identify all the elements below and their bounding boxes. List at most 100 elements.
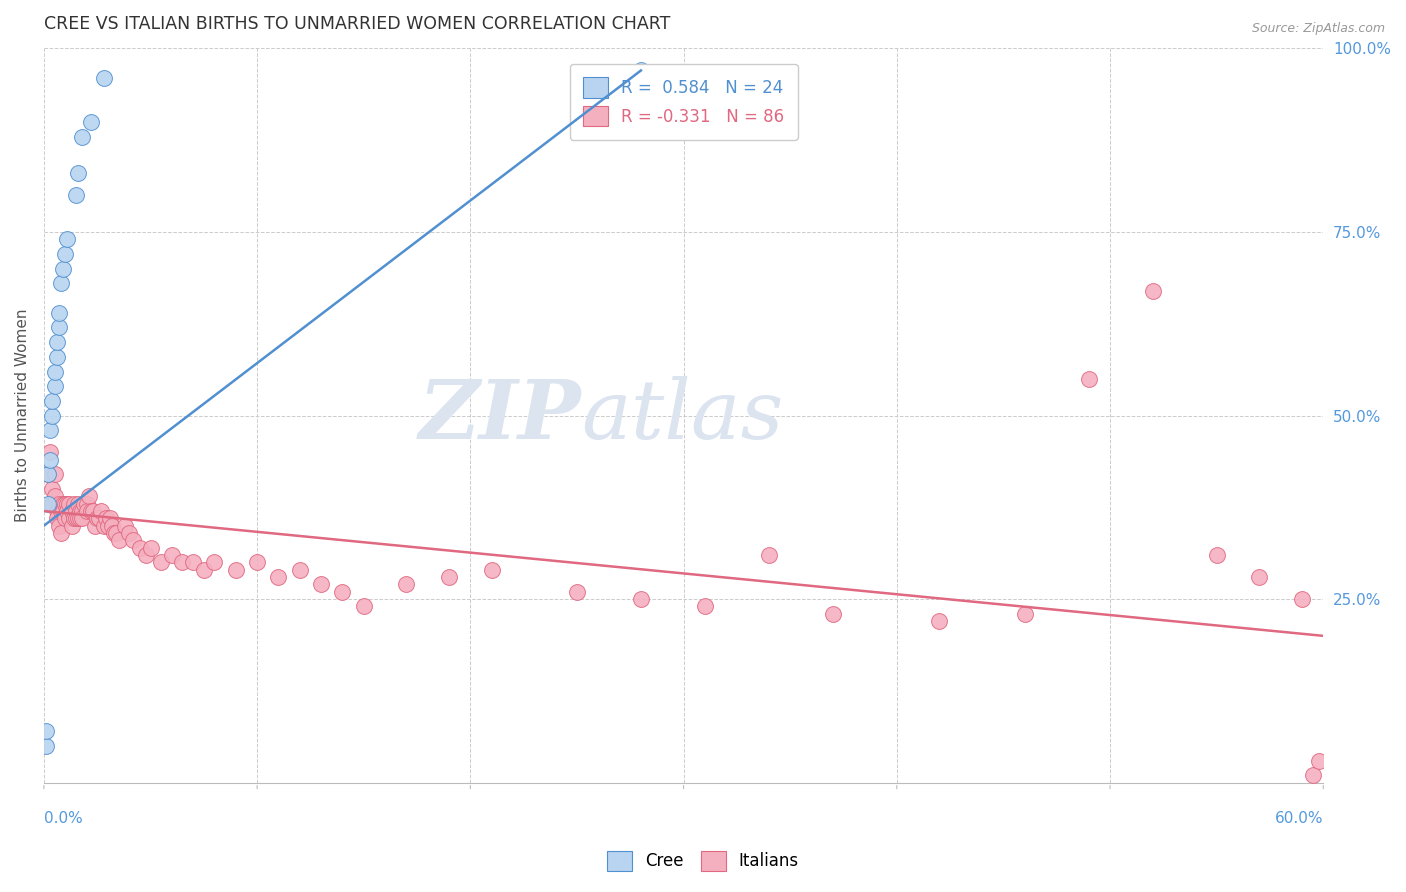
Point	[139, 541, 162, 555]
Point	[56, 504, 79, 518]
Point	[44, 489, 66, 503]
Point	[1249, 570, 1271, 584]
Point	[58, 497, 80, 511]
Point	[72, 511, 94, 525]
Point	[1308, 754, 1330, 768]
Point	[114, 518, 136, 533]
Point	[481, 563, 503, 577]
Point	[72, 504, 94, 518]
Point	[56, 497, 79, 511]
Point	[52, 497, 75, 511]
Text: ZIP: ZIP	[419, 376, 581, 456]
Y-axis label: Births to Unmarried Women: Births to Unmarried Women	[15, 309, 30, 523]
Point	[77, 489, 100, 503]
Point	[56, 232, 79, 246]
Point	[48, 320, 70, 334]
Point	[41, 482, 63, 496]
Point	[49, 504, 72, 518]
Point	[41, 409, 63, 423]
Point	[928, 614, 950, 628]
Point	[80, 504, 103, 518]
Point	[94, 511, 117, 525]
Point	[48, 518, 70, 533]
Point	[69, 504, 91, 518]
Point	[76, 497, 98, 511]
Point	[39, 452, 62, 467]
Point	[122, 533, 145, 548]
Point	[76, 504, 98, 518]
Point	[821, 607, 844, 621]
Point	[172, 556, 194, 570]
Legend: Cree, Italians: Cree, Italians	[599, 842, 807, 880]
Point	[181, 556, 204, 570]
Text: Source: ZipAtlas.com: Source: ZipAtlas.com	[1251, 22, 1385, 36]
Point	[1291, 592, 1313, 607]
Point	[97, 518, 120, 533]
Point	[118, 526, 141, 541]
Point	[107, 533, 129, 548]
Point	[49, 526, 72, 541]
Point	[246, 556, 269, 570]
Point	[332, 584, 354, 599]
Point	[565, 584, 588, 599]
Point	[193, 563, 215, 577]
Text: 60.0%: 60.0%	[1275, 811, 1323, 826]
Point	[758, 548, 780, 562]
Point	[80, 115, 103, 129]
Point	[66, 166, 89, 180]
Point	[225, 563, 247, 577]
Point	[353, 599, 375, 614]
Point	[93, 518, 115, 533]
Point	[66, 511, 89, 525]
Text: CREE VS ITALIAN BIRTHS TO UNMARRIED WOMEN CORRELATION CHART: CREE VS ITALIAN BIRTHS TO UNMARRIED WOME…	[44, 15, 671, 33]
Point	[44, 379, 66, 393]
Point	[53, 511, 76, 525]
Point	[630, 63, 652, 78]
Point	[69, 511, 91, 525]
Point	[65, 511, 87, 525]
Point	[1077, 372, 1099, 386]
Point	[58, 511, 80, 525]
Point	[60, 518, 83, 533]
Point	[41, 497, 63, 511]
Point	[72, 129, 94, 144]
Point	[1014, 607, 1036, 621]
Point	[60, 504, 83, 518]
Point	[160, 548, 183, 562]
Point	[45, 335, 67, 350]
Point	[103, 526, 125, 541]
Point	[90, 504, 112, 518]
Point	[693, 599, 716, 614]
Point	[82, 504, 104, 518]
Point	[288, 563, 311, 577]
Point	[135, 548, 157, 562]
Point	[204, 556, 226, 570]
Text: atlas: atlas	[581, 376, 783, 456]
Point	[39, 445, 62, 459]
Point	[37, 467, 59, 482]
Point	[45, 511, 67, 525]
Point	[49, 277, 72, 291]
Point	[105, 526, 128, 541]
Legend: R =  0.584   N = 24, R = -0.331   N = 86: R = 0.584 N = 24, R = -0.331 N = 86	[569, 64, 797, 140]
Point	[52, 261, 75, 276]
Point	[73, 497, 96, 511]
Point	[437, 570, 460, 584]
Point	[37, 497, 59, 511]
Point	[39, 423, 62, 437]
Point	[45, 350, 67, 364]
Point	[309, 577, 332, 591]
Point	[53, 247, 76, 261]
Point	[53, 497, 76, 511]
Text: 0.0%: 0.0%	[44, 811, 83, 826]
Point	[98, 511, 121, 525]
Point	[267, 570, 290, 584]
Point	[35, 724, 58, 739]
Point	[48, 497, 70, 511]
Point	[52, 504, 75, 518]
Point	[45, 504, 67, 518]
Point	[65, 188, 87, 202]
Point	[1142, 284, 1164, 298]
Point	[150, 556, 173, 570]
Point	[89, 511, 111, 525]
